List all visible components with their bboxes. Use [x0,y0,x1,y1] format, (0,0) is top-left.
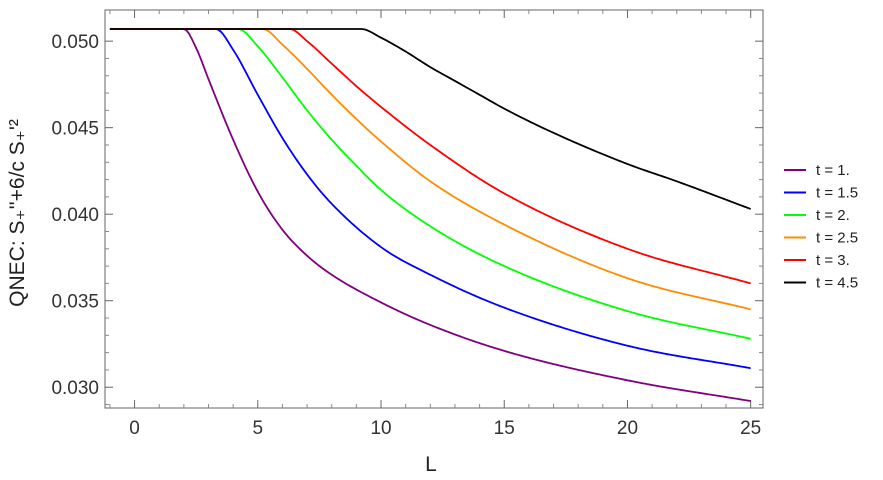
y-tick-label: 0.045 [51,119,99,140]
y-tick-label: 0.050 [51,32,99,53]
axis-ticks: 0 5 10 15 20 25 0.030 0.035 0.040 0.045 0.050 [51,10,763,439]
legend-label: t = 2. [816,207,850,224]
x-axis-label: L [425,453,437,476]
x-tick-label: 20 [617,418,638,439]
legend: t = 1. t = 1.5 t = 2. t = 2.5 t = 3. t = 4.5 [784,162,858,292]
plot-frame [104,9,764,409]
legend-label: t = 4.5 [816,275,858,292]
series-line-1 [109,28,751,402]
y-tick-label: 0.030 [51,378,99,399]
y-axis-label: QNEC: S₊''+6/c S₊'² [6,119,29,307]
legend-label: t = 2.5 [816,230,858,247]
series-line-2 [109,28,751,370]
series-lines [109,28,751,402]
plot-frame-border [104,9,764,409]
x-tick-label: 10 [370,418,391,439]
x-tick-label: 5 [253,418,264,439]
series-line-6 [109,28,751,210]
legend-label: t = 1. [816,162,850,179]
legend-label: t = 3. [816,252,850,269]
x-tick-label: 15 [494,418,515,439]
legend-label: t = 1.5 [816,185,858,202]
y-tick-label: 0.040 [51,205,99,226]
series-line-3 [109,28,751,340]
y-tick-label: 0.035 [51,292,99,313]
x-tick-label: 25 [740,418,761,439]
x-tick-label: 0 [129,418,140,439]
